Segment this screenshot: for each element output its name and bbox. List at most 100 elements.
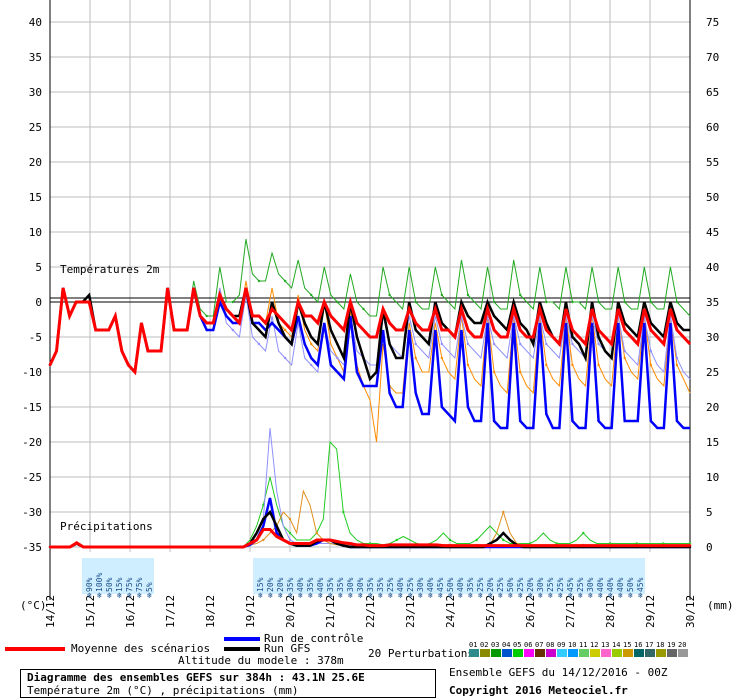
perturbation-id: 08: [546, 641, 555, 649]
perturbation-swatch: [546, 649, 556, 657]
temperature-series-point: [362, 384, 365, 388]
temperature-series-point: [545, 328, 548, 332]
precipitation-series-point: [155, 545, 158, 549]
legend-footer: Moyenne des scénarios Run de contrôle Ru…: [0, 632, 740, 700]
temperature-series-point: [492, 419, 496, 423]
temperature-series-line: [48, 287, 692, 376]
date-tick-label: 14/12: [44, 595, 57, 628]
snow-day1-flake: ❄: [127, 591, 132, 600]
temperature-series-point: [519, 293, 522, 297]
perturbation-id: 15: [623, 641, 632, 649]
temperature-series-point: [414, 300, 417, 304]
right-tick-label: 20: [706, 401, 719, 414]
temperature-series-point: [466, 405, 470, 409]
snow-day2-flake: ❄: [288, 591, 293, 600]
precipitation-series-point: [368, 544, 372, 547]
snow-day2-value: 20%: [266, 577, 275, 592]
temperature-series-point: [571, 300, 574, 304]
precipitation-series-point: [448, 538, 452, 542]
temperature-series-point: [283, 328, 287, 332]
temperature-series-point: [466, 363, 470, 367]
snow-day2-value: 40%: [316, 577, 325, 592]
snow-day2-flake: ❄: [338, 591, 343, 600]
temperature-series-point: [649, 363, 653, 367]
perturbation-ids: 01 02 03 04 05 06 07 08 09 10 11 12 13 14 15 16 17 18 19 20: [469, 641, 689, 649]
left-tick-label: 40: [29, 16, 42, 29]
temperature-series-point: [675, 300, 679, 304]
perturbation-swatch: [491, 649, 501, 657]
precipitation-series-point: [102, 545, 105, 549]
temperature-series-point: [492, 370, 496, 374]
temperature-series-point: [492, 342, 496, 346]
precipitation-series-point: [582, 544, 585, 547]
snow-day2-flake: ❄: [488, 591, 493, 600]
date-tick-label: 16/12: [124, 595, 137, 628]
temperature-series-point: [675, 356, 679, 360]
snow-day2-flake: ❄: [558, 591, 563, 600]
snow-day1-value: 75%: [135, 577, 144, 592]
temperature-series-point: [440, 405, 444, 409]
perturbation-id: 02: [480, 641, 489, 649]
left-tick-label: 10: [29, 226, 42, 239]
snow-day2-flake: ❄: [418, 591, 423, 600]
snow-day2-value: 45%: [436, 577, 445, 592]
snow-day2-value: 20%: [526, 577, 535, 592]
precipitation-series-point: [288, 542, 292, 545]
right-tick-label: 25: [706, 366, 719, 379]
right-tick-label: 5: [706, 506, 713, 519]
precipitation-series-point: [555, 544, 558, 547]
perturbation-id: 05: [513, 641, 522, 649]
right-tick-label: 50: [706, 191, 719, 204]
left-tick-label: -20: [22, 436, 42, 449]
snow-day2-flake: ❄: [578, 591, 583, 600]
snow-day1-band: [82, 558, 154, 594]
perturbation-id: 14: [612, 641, 621, 649]
temperature-series-point: [649, 328, 653, 332]
snow-day2-flake: ❄: [568, 591, 573, 600]
perturbation-swatch: [480, 649, 490, 657]
snow-day2-value: 40%: [426, 577, 435, 592]
temperature-series-point: [466, 293, 470, 297]
perturbation-swatch: [513, 649, 523, 657]
left-tick-label: 30: [29, 86, 42, 99]
snow-probability-bars: 90%❄100%❄50%❄15%❄75%❄75%❄5%❄15%❄20%❄20%❄…: [82, 558, 645, 600]
temperature-series-point: [545, 342, 548, 346]
temperature-series-point: [310, 314, 313, 318]
precipitation-series-point: [688, 544, 692, 547]
temperature-series-point: [597, 328, 600, 332]
temperature-series-point: [597, 300, 600, 304]
temperature-series-point: [231, 328, 235, 332]
right-tick-label: 0: [706, 541, 713, 554]
temperature-series-point: [675, 419, 679, 423]
snow-day2-value: 35%: [306, 577, 315, 592]
snow-day2-value: 35%: [286, 577, 295, 592]
precipitation-series-point: [342, 541, 345, 544]
snow-day2-value: 40%: [606, 577, 615, 592]
temperature-series-point: [310, 342, 313, 346]
chart-subtitle: Température 2m (°C) , précipitations (mm…: [27, 684, 299, 697]
legend-gfs-label: Run GFS: [264, 642, 311, 655]
perturbation-id: 19: [667, 641, 676, 649]
precipitation-series-point: [502, 510, 505, 514]
temperature-series-point: [519, 419, 522, 423]
snow-day1-flake: ❄: [117, 591, 122, 600]
snow-day2-value: 45%: [566, 577, 575, 592]
perturbation-id: 17: [645, 641, 654, 649]
snow-day2-value: 25%: [556, 577, 565, 592]
legend-gfs: Run GFS: [224, 642, 310, 655]
temperature-series-point: [623, 356, 626, 360]
precipitation-series-point: [262, 517, 265, 521]
left-tick-label: 5: [35, 261, 42, 274]
temperature-series-point: [519, 370, 522, 374]
snow-day2-value: 25%: [406, 577, 415, 592]
perturbation-id: 16: [634, 641, 643, 649]
snow-day2-flake: ❄: [388, 591, 393, 600]
legend-mean: Moyenne des scénarios: [5, 642, 210, 655]
temperature-series-point: [205, 314, 208, 318]
right-tick-label: 60: [706, 121, 719, 134]
control-line-swatch: [224, 637, 260, 641]
snow-day2-value: 25%: [576, 577, 585, 592]
snow-day2-value: 25%: [476, 577, 485, 592]
